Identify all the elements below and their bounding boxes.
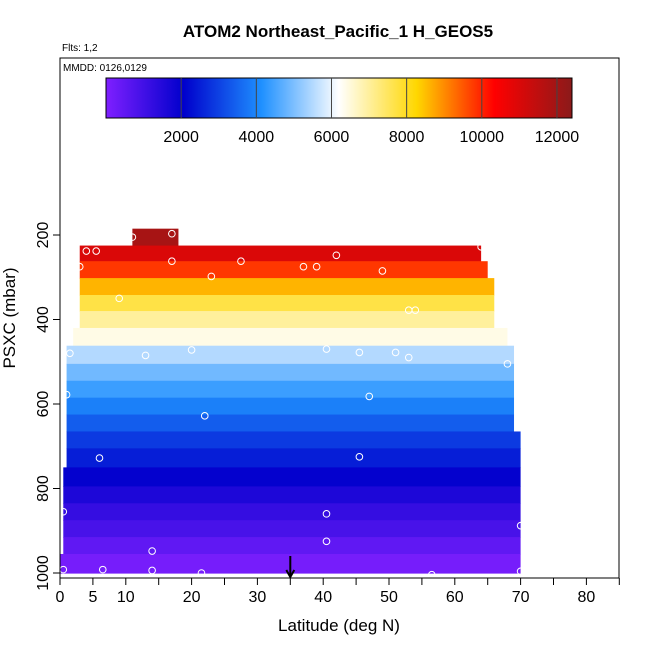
heatmap-row-15 (63, 486, 521, 504)
observation-point-24 (62, 390, 71, 399)
observation-point-26 (365, 392, 374, 401)
latitude-marker (285, 556, 296, 580)
heatmap-row-0 (132, 228, 179, 247)
heatmap-row-12 (66, 431, 521, 449)
observation-point-21 (391, 348, 400, 357)
heatmap-row-6 (73, 327, 508, 347)
heatmap-row-17 (63, 520, 521, 538)
marker-arrow-head (285, 569, 296, 580)
observation-point-4 (332, 251, 341, 260)
observation-point-16 (66, 349, 74, 358)
y-tick-label-3: 800 (35, 475, 52, 502)
heatmap-rows (60, 228, 521, 574)
heatmap-row-9 (66, 380, 515, 399)
y-tick-label-4: 1000 (35, 555, 52, 591)
heatmap-row-7 (66, 345, 515, 365)
observation-point-31 (516, 521, 525, 530)
x-axis-label: Latitude (deg N) (278, 616, 400, 635)
observation-point-22 (404, 353, 413, 362)
x-tick-label-8: 70 (512, 589, 530, 606)
observation-point-23 (503, 360, 512, 368)
heatmap-row-3 (79, 278, 495, 296)
x-tick-label-9: 80 (578, 589, 596, 606)
colorbar-label-3: 8000 (389, 129, 425, 146)
observation-point-28 (355, 453, 364, 461)
y-tick-label-2: 600 (35, 391, 52, 418)
x-tick-label-6: 50 (380, 589, 398, 606)
heatmap-row-16 (63, 503, 521, 521)
observation-point-6 (75, 262, 84, 271)
y-tick-label-0: 200 (35, 222, 52, 249)
observation-point-17 (141, 351, 150, 360)
y-axis: 200 400 600 800 1000 (35, 222, 60, 591)
observation-point-5 (477, 243, 485, 251)
observation-point-10 (299, 262, 308, 271)
observation-point-35 (98, 565, 107, 574)
colorbar-label-4: 10000 (460, 129, 505, 146)
x-tick-label-7: 60 (446, 589, 464, 606)
dates-annotation: MMDD: 0126,0129 (63, 63, 147, 74)
observation-point-27 (95, 454, 104, 462)
heatmap-row-4 (79, 294, 495, 312)
x-tick-label-0: 0 (56, 589, 65, 606)
observation-point-12 (378, 267, 387, 275)
observation-point-3 (92, 247, 100, 255)
observation-point-11 (312, 262, 321, 271)
observation-point-13 (115, 294, 124, 303)
plot-frame (59, 57, 620, 579)
x-tick-label-3: 20 (183, 589, 201, 606)
observation-point-15 (411, 306, 420, 315)
observation-point-33 (322, 537, 331, 546)
x-tick-label-2: 10 (117, 589, 135, 606)
observation-point-25 (200, 412, 209, 420)
colorbar-label-1: 4000 (239, 129, 275, 146)
heatmap-row-1 (79, 245, 482, 262)
heatmap-row-13 (66, 448, 521, 468)
observation-point-7 (168, 257, 176, 265)
observation-point-40 (516, 567, 525, 576)
x-tick-label-1: 5 (88, 589, 97, 606)
heatmap-row-18 (63, 537, 521, 555)
observation-point-36 (148, 566, 156, 575)
observation-points (59, 229, 525, 582)
heatmap-row-14 (63, 467, 521, 487)
heatmap-row-8 (66, 363, 515, 382)
colorbar-label-5: 12000 (535, 129, 580, 146)
colorbar-label-2: 6000 (314, 129, 350, 146)
x-tick-label-5: 40 (314, 589, 332, 606)
heatmap-row-11 (66, 414, 515, 433)
observation-point-30 (322, 510, 331, 518)
observation-point-0 (128, 233, 137, 241)
observation-point-20 (355, 348, 364, 357)
observation-point-8 (207, 272, 216, 281)
heatmap-row-5 (79, 311, 495, 329)
y-tick-label-1: 400 (35, 306, 52, 333)
x-tick-label-4: 30 (249, 589, 267, 606)
chart-title: ATOM2 Northeast_Pacific_1 H_GEOS5 (183, 22, 493, 41)
observation-point-37 (197, 569, 206, 577)
observation-point-18 (187, 346, 196, 354)
observation-point-2 (82, 247, 91, 255)
observation-point-32 (148, 547, 156, 555)
observation-point-9 (237, 257, 245, 265)
colorbar-gradient (105, 77, 573, 119)
flights-annotation: Flts: 1,2 (62, 43, 98, 54)
y-axis-label: PSXC (mbar) (0, 267, 19, 368)
heatmap-row-2 (79, 261, 488, 279)
colorbar-label-0: 2000 (163, 129, 199, 146)
colorbar: 2000 4000 6000 8000 10000 12000 (105, 77, 580, 146)
observation-point-19 (322, 345, 331, 353)
heatmap-row-10 (66, 397, 515, 416)
observation-point-1 (168, 229, 176, 238)
x-axis: 0 5 10 20 30 40 50 60 70 80 (56, 578, 620, 606)
